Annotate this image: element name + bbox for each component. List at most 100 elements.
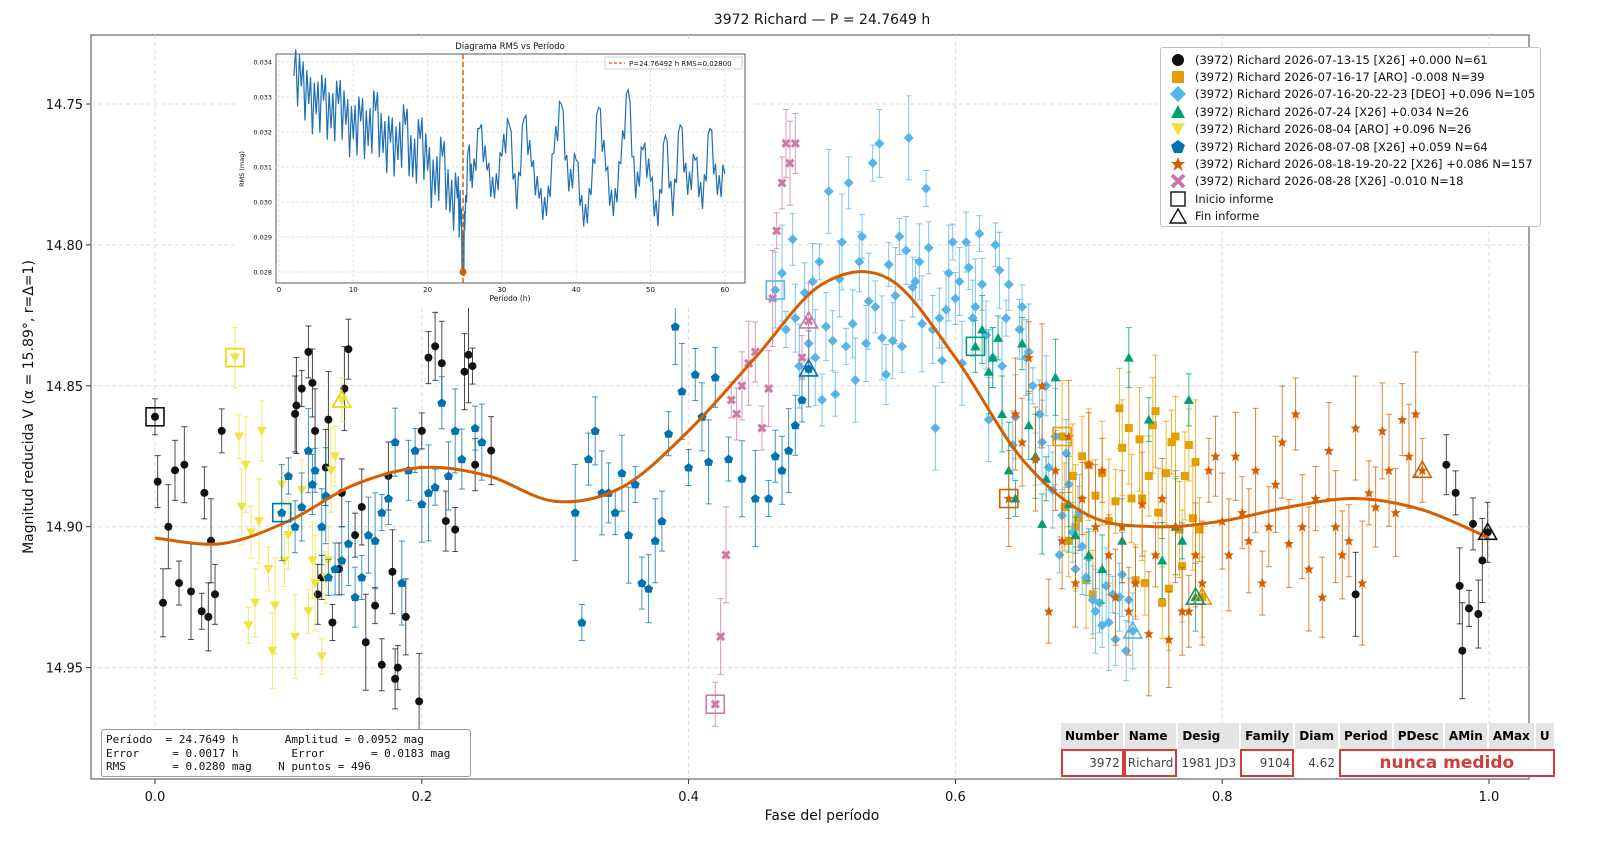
triangle-down-marker [250, 598, 261, 608]
data-point [430, 468, 440, 506]
data-point [277, 464, 287, 562]
star-marker [1117, 521, 1128, 532]
data-point [460, 333, 469, 411]
diamond-marker [823, 186, 834, 197]
star-marker [1190, 549, 1201, 560]
data-point [283, 457, 293, 495]
data-point [1077, 462, 1088, 536]
diamond-marker [997, 361, 1008, 372]
data-point [240, 416, 251, 514]
circle-marker [471, 460, 480, 469]
data-point [391, 648, 400, 710]
data-point [200, 466, 209, 520]
data-point [344, 318, 353, 380]
data-point [716, 598, 726, 676]
star-marker [1377, 425, 1388, 436]
star-marker [1350, 423, 1361, 434]
diamond-marker [867, 158, 878, 169]
inset-plot-area [275, 53, 746, 284]
legend-label: (3972) Richard 2026-07-24 [X26] +0.034 N… [1195, 104, 1469, 119]
data-point [1030, 406, 1041, 512]
data-point [1277, 385, 1288, 499]
diamond-marker [887, 335, 898, 346]
data-point [1157, 458, 1168, 540]
diamond-marker [776, 268, 787, 279]
pentagon-marker [350, 592, 360, 602]
diamond-marker [1061, 448, 1072, 459]
data-point [1257, 550, 1268, 616]
pentagon-marker [423, 488, 433, 497]
star-marker [1390, 507, 1401, 518]
data-point [1083, 412, 1094, 518]
data-point [1417, 437, 1428, 503]
inset-y-tick-label: 0.032 [253, 129, 272, 137]
report-start-marker [965, 336, 986, 357]
pentagon-marker [417, 499, 427, 509]
square-marker [1188, 514, 1197, 523]
x-marker [764, 384, 774, 394]
data-point [297, 472, 307, 542]
data-point [810, 309, 821, 407]
triangle-up-marker [977, 324, 988, 334]
data-point [151, 398, 159, 436]
legend-item: Fin informe [1166, 208, 1540, 225]
triangle-up-marker [1023, 420, 1034, 430]
inset-x-tick-label: 10 [349, 286, 358, 294]
data-point [821, 292, 832, 362]
report-markers [145, 280, 1499, 715]
x-marker [721, 550, 731, 560]
pentagon-marker [770, 451, 780, 461]
data-point [963, 244, 974, 290]
data-point [650, 498, 660, 584]
star-marker [1050, 465, 1061, 476]
data-point [1123, 566, 1134, 656]
data-point [1350, 375, 1361, 481]
table-header: PDesc [1392, 723, 1445, 749]
square-marker [1180, 471, 1189, 480]
cell-number: 3972 [1061, 749, 1124, 777]
pentagon-marker [737, 474, 747, 483]
data-point [270, 557, 281, 655]
data-point [910, 259, 921, 305]
data-point [930, 385, 941, 471]
triangle-down-marker [267, 646, 278, 656]
x-marker [781, 138, 791, 149]
pentagon-marker [430, 482, 440, 492]
triangle-up-marker [1017, 338, 1028, 348]
diamond-marker [974, 228, 985, 239]
circle-marker [417, 426, 426, 435]
pentagon-marker [690, 370, 700, 379]
data-point [1023, 321, 1034, 395]
triangle-down-marker [240, 460, 251, 470]
data-point [732, 387, 742, 441]
data-point [780, 310, 791, 348]
pentagon-marker [704, 457, 714, 466]
star-marker [1143, 628, 1154, 639]
legend-item: (3972) Richard 2026-07-16-20-22-23 [DEO]… [1166, 86, 1540, 103]
y-tick-label: 14.90 [46, 521, 83, 536]
report-end-marker [1185, 586, 1206, 605]
square-marker [1151, 407, 1160, 416]
pentagon-marker [804, 364, 814, 373]
open-triangle-marker-icon [1168, 208, 1188, 224]
data-point [1177, 566, 1188, 656]
data-point [1357, 520, 1368, 646]
report-end-marker [1411, 459, 1433, 479]
data-point [393, 645, 402, 691]
data-point [1171, 396, 1180, 478]
diamond-marker [921, 183, 932, 194]
star-marker [1110, 592, 1121, 603]
pentagon-marker [657, 516, 667, 526]
inset-y-tick-label: 0.028 [253, 269, 272, 277]
legend-label: (3972) Richard 2026-07-16-17 [ARO] -0.00… [1195, 70, 1485, 85]
legend-item: (3972) Richard 2026-08-28 [X26] -0.010 N… [1166, 173, 1540, 190]
star-marker [1263, 521, 1274, 532]
data-point [776, 224, 787, 322]
star-marker [1383, 465, 1394, 476]
pentagon-marker [584, 454, 594, 464]
report-start-marker [271, 502, 292, 523]
chart-title: 3972 Richard — P = 24.7649 h [714, 12, 930, 28]
report-end-marker [798, 358, 820, 377]
data-point [570, 464, 580, 562]
circle-marker [451, 525, 460, 534]
